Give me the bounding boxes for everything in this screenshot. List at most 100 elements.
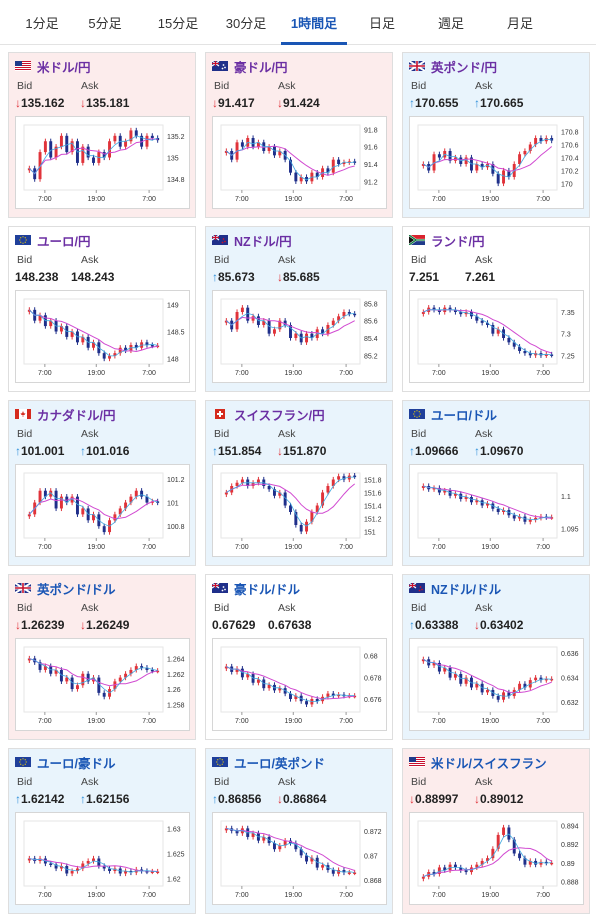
candle	[140, 490, 144, 497]
plot-area	[220, 124, 361, 191]
pair-name[interactable]: ランド/円	[431, 234, 485, 249]
candle	[437, 309, 441, 312]
chart-container[interactable]: 101.2 101 100.8 7:00 19:00 7:00	[15, 464, 190, 557]
pair-name[interactable]: NZドル/円	[234, 234, 292, 249]
tab-3[interactable]: 15分足	[157, 16, 199, 31]
x-tick-label: 19:00	[88, 370, 106, 377]
pair-name[interactable]: ユーロ/豪ドル	[37, 756, 116, 771]
candle	[459, 312, 463, 315]
chart-container[interactable]: 0.68 0.678 0.676 7:00 19:00 7:00	[212, 638, 387, 731]
bid-value-text: 1.09666	[415, 444, 459, 458]
plot-area	[417, 646, 558, 713]
arrow-down-icon: ↓	[15, 618, 21, 632]
y-tick-label: 148.5	[167, 330, 185, 337]
candle	[432, 307, 436, 310]
tab-8[interactable]: 月足	[506, 16, 533, 31]
chart-container[interactable]: 151.8 151.6 151.4 151.2 151 7:00 19:00 7:00	[212, 464, 387, 557]
candle	[464, 677, 468, 684]
currency-card[interactable]: 米ドル/スイスフラン Bid Ask ↓0.88997 ↓0.89012 0.894 0.8…	[402, 748, 590, 914]
chart-container[interactable]: 1.63 1.625 1.62 7:00 19:00 7:00	[15, 812, 190, 905]
ask-label: Ask	[278, 428, 296, 440]
pair-name[interactable]: 英ポンド/円	[431, 60, 497, 75]
tab-4[interactable]: 30分足	[225, 16, 267, 31]
chart-container[interactable]: 135.2 135 134.8 7:00 19:00 7:00	[15, 116, 190, 209]
chart-container[interactable]: 0.636 0.634 0.632 7:00 19:00 7:00	[409, 638, 584, 731]
moving-average-short-line	[226, 476, 355, 527]
candle	[507, 170, 511, 177]
pair-name[interactable]: ユーロ/円	[37, 234, 91, 249]
pair-name[interactable]: 米ドル/円	[37, 60, 91, 75]
currency-card[interactable]: 米ドル/円 Bid Ask ↓135.162 ↓135.181 135.2 135 134.8…	[8, 52, 196, 218]
currency-card[interactable]: 豪ドル/ドル Bid Ask 0.67629 0.67638 0.68 0.678 0.676…	[205, 574, 393, 740]
pair-name[interactable]: ユーロ/英ポンド	[234, 756, 325, 771]
pair-name[interactable]: ユーロ/ドル	[431, 408, 497, 423]
tab-6[interactable]: 日足	[368, 16, 395, 31]
arrow-up-icon: ↑	[474, 96, 480, 110]
ask-value-text: 1.09670	[480, 444, 524, 458]
ask-value: ↑170.665	[474, 96, 523, 110]
y-tick-label: 1.262	[167, 672, 185, 679]
currency-card[interactable]: ユーロ/ドル Bid Ask ↑1.09666 ↑1.09670 1.1 1.095 7:00…	[402, 400, 590, 566]
pair-name[interactable]: NZドル/ドル	[431, 582, 502, 597]
currency-card[interactable]: 豪ドル/円 Bid Ask ↓91.417 ↓91.424 91.8 91.6 91.4 91.…	[205, 52, 393, 218]
pair-name[interactable]: カナダドル/円	[37, 408, 116, 423]
y-tick-label: 7.3	[561, 332, 571, 339]
x-tick-label: 7:00	[536, 544, 550, 551]
tab-5[interactable]: 1時間足	[279, 0, 349, 45]
candle	[81, 508, 85, 515]
tab-1[interactable]: 1分足	[25, 16, 59, 31]
chart-container[interactable]: 1.1 1.095 7:00 19:00 7:00	[409, 464, 584, 557]
currency-card[interactable]: スイスフラン/円 Bid Ask ↑151.854 ↓151.870 151.8 151.6…	[205, 400, 393, 566]
currency-card[interactable]: ユーロ/豪ドル Bid Ask ↑1.62142 ↑1.62156 1.63 1.625 1.…	[8, 748, 196, 914]
chart-container[interactable]: 170.8 170.6 170.4 170.2 170 7:00 19:00 7:00	[409, 116, 584, 209]
tab-7[interactable]: 週足	[437, 16, 464, 31]
candle	[331, 159, 335, 173]
pair-name[interactable]: 豪ドル/ドル	[234, 582, 300, 597]
candle	[289, 159, 292, 173]
pair-name[interactable]: 豪ドル/円	[234, 60, 288, 75]
candle	[289, 693, 292, 699]
arrow-up-icon: ↑	[212, 792, 218, 806]
y-tick-label: 7.35	[561, 310, 575, 317]
y-tick-label: 151	[364, 530, 376, 537]
chart-container[interactable]: 0.872 0.87 0.868 7:00 19:00 7:00	[212, 812, 387, 905]
currency-card[interactable]: ユーロ/英ポンド Bid Ask ↑0.86856 ↓0.86864 0.872 0.87 0…	[205, 748, 393, 914]
candle	[256, 479, 260, 483]
candle	[421, 659, 425, 662]
currency-card[interactable]: NZドル/ドル Bid Ask ↑0.63388 ↓0.63402 0.636 0.634 0…	[402, 574, 590, 740]
chart-container[interactable]: 7.35 7.3 7.25 7:00 19:00 7:00	[409, 290, 584, 383]
currency-card[interactable]: 英ポンド/ドル Bid Ask ↓1.26239 ↓1.26249 1.264 1.262 1…	[8, 574, 196, 740]
arrow-up-icon: ↑	[80, 792, 86, 806]
ask-value-text: 7.261	[465, 270, 496, 284]
candle	[150, 871, 154, 873]
ask-value-text: 1.26249	[86, 618, 130, 632]
currency-card[interactable]: 英ポンド/円 Bid Ask ↑170.655 ↑170.665 170.8 170.6 17…	[402, 52, 590, 218]
moving-average-short-line	[423, 309, 552, 356]
currency-card[interactable]: ユーロ/円 Bid Ask 148.238 148.243 149 148.5 148 7:00…	[8, 226, 196, 392]
chart-container[interactable]: 91.8 91.6 91.4 91.2 7:00 19:00 7:00	[212, 116, 387, 209]
y-tick-label: 0.68	[364, 654, 378, 661]
currency-card[interactable]: カナダドル/円 Bid Ask ↑101.001 ↑101.016 101.2 101 100…	[8, 400, 196, 566]
y-tick-label: 91.8	[364, 127, 378, 134]
chart-container[interactable]: 0.894 0.892 0.89 0.888 7:00 19:00 7:00	[409, 812, 584, 905]
chart-container[interactable]: 1.264 1.262 1.26 1.258 7:00 19:00 7:00	[15, 638, 190, 731]
x-tick-label: 7:00	[432, 370, 446, 377]
x-tick-label: 7:00	[536, 196, 550, 203]
candle	[224, 151, 228, 153]
chart-container[interactable]: 149 148.5 148 7:00 19:00 7:00	[15, 290, 190, 383]
currency-card[interactable]: ランド/円 Bid Ask 7.251 7.261 7.35 7.3 7.25 7:00 19:0…	[402, 226, 590, 392]
pair-name[interactable]: 米ドル/スイスフラン	[431, 756, 547, 771]
candle	[337, 476, 341, 480]
arrow-up-icon: ↑	[409, 96, 415, 110]
pair-name[interactable]: スイスフラン/円	[234, 408, 325, 423]
pair-name[interactable]: 英ポンド/ドル	[37, 582, 116, 597]
candle	[251, 138, 255, 147]
currency-card[interactable]: NZドル/円 Bid Ask ↑85.673 ↓85.685 85.8 85.6 85.4 85…	[205, 226, 393, 392]
tab-2[interactable]: 5分足	[88, 16, 122, 31]
chart-container[interactable]: 85.8 85.6 85.4 85.2 7:00 19:00 7:00	[212, 290, 387, 383]
candle	[54, 669, 58, 674]
card-title: NZドル/円	[212, 233, 292, 249]
y-tick-label: 151.8	[364, 478, 382, 485]
candle	[347, 475, 351, 480]
nz-flag-icon	[409, 583, 425, 593]
